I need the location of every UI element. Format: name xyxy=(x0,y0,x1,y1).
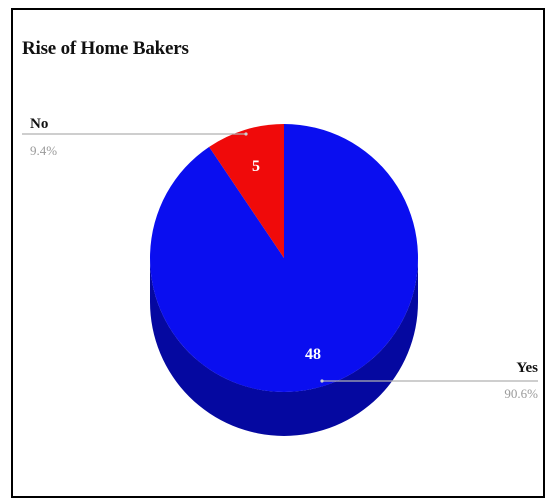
slice-percent-no: 9.4% xyxy=(30,143,57,158)
leader-dot-no xyxy=(244,132,248,136)
pie-slice-no[interactable] xyxy=(209,124,284,258)
slice-value-yes: 48 xyxy=(305,346,321,363)
leader-dot-yes xyxy=(320,379,324,383)
chart-title: Rise of Home Bakers xyxy=(22,38,189,59)
pie-side-layer xyxy=(150,258,418,436)
pie-top-layer xyxy=(150,124,419,392)
slice-percent-yes: 90.6% xyxy=(504,386,538,401)
pie-label-layer: 48 5 Yes 90.6% No 9.4% xyxy=(22,116,538,401)
pie-side-yes xyxy=(150,258,418,436)
pie-chart: 48 5 Yes 90.6% No 9.4% xyxy=(22,116,538,436)
slice-value-no: 5 xyxy=(252,158,260,175)
slice-label-yes: Yes xyxy=(516,360,538,376)
slice-label-no: No xyxy=(30,116,48,132)
